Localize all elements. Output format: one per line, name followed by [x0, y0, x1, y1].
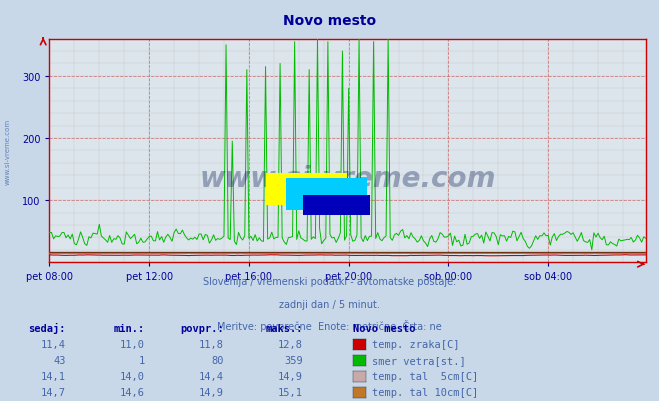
Text: Meritve: povprečne  Enote: metrične  Črta: ne: Meritve: povprečne Enote: metrične Črta:… [217, 319, 442, 331]
Text: povpr.:: povpr.: [181, 323, 224, 333]
Text: 11,4: 11,4 [41, 339, 66, 349]
Text: 11,0: 11,0 [120, 339, 145, 349]
Text: Novo mesto: Novo mesto [353, 323, 415, 333]
Text: 14,9: 14,9 [199, 387, 224, 397]
Text: 43: 43 [53, 355, 66, 365]
Text: 14,6: 14,6 [120, 387, 145, 397]
Text: 14,1: 14,1 [41, 371, 66, 381]
Text: temp. zraka[C]: temp. zraka[C] [372, 339, 460, 349]
Text: www.si-vreme.com: www.si-vreme.com [5, 118, 11, 184]
Bar [303, 196, 370, 216]
Text: Slovenija / vremenski podatki - avtomatske postaje.: Slovenija / vremenski podatki - avtomats… [203, 277, 456, 287]
Text: 1: 1 [139, 355, 145, 365]
Text: 14,7: 14,7 [41, 387, 66, 397]
Text: 80: 80 [212, 355, 224, 365]
Text: 11,8: 11,8 [199, 339, 224, 349]
Text: min.:: min.: [114, 323, 145, 333]
Text: zadnji dan / 5 minut.: zadnji dan / 5 minut. [279, 299, 380, 309]
Text: 14,9: 14,9 [278, 371, 303, 381]
Text: smer vetra[st.]: smer vetra[st.] [372, 355, 466, 365]
Bar [286, 178, 367, 211]
Text: temp. tal  5cm[C]: temp. tal 5cm[C] [372, 371, 478, 381]
Text: maks.:: maks.: [266, 323, 303, 333]
Text: 14,0: 14,0 [120, 371, 145, 381]
Text: 12,8: 12,8 [278, 339, 303, 349]
Text: 359: 359 [285, 355, 303, 365]
Text: sedaj:: sedaj: [28, 322, 66, 333]
Text: www.si-vreme.com: www.si-vreme.com [200, 164, 496, 192]
Text: Novo mesto: Novo mesto [283, 14, 376, 28]
Bar [266, 173, 347, 206]
Text: 15,1: 15,1 [278, 387, 303, 397]
Text: 14,4: 14,4 [199, 371, 224, 381]
Text: temp. tal 10cm[C]: temp. tal 10cm[C] [372, 387, 478, 397]
